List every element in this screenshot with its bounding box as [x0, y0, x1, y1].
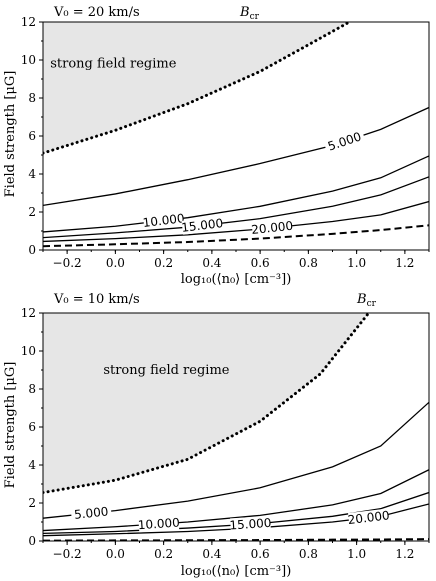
y-tick-label: 8 [28, 382, 36, 396]
y-tick-label: 2 [28, 496, 36, 510]
x-tick-label: 0.0 [106, 547, 125, 561]
contour-label-bg [230, 515, 271, 533]
x-tick-label: 1.2 [395, 547, 414, 561]
x-tick-label: 1.0 [347, 256, 366, 270]
contour-label: 10.000 [137, 516, 180, 533]
contour-label-bg [181, 216, 223, 235]
panel-top: V₀ = 20 km/s Bcr Field strength [μG] log… [3, 5, 430, 287]
y-tick-label: 8 [28, 91, 36, 105]
x-tick-label: 0.6 [251, 547, 270, 561]
y-tick-label: 12 [21, 306, 36, 320]
critical-field-curve [43, 22, 351, 155]
contour-line-3 [43, 176, 429, 239]
x-tick-label: −0.2 [53, 256, 82, 270]
x-tick-label: 1.2 [395, 256, 414, 270]
contour-line-1 [43, 401, 429, 519]
y-tick-label: 10 [21, 53, 36, 67]
panel-bottom: V₀ = 10 km/s Bcr Field strength [μG] log… [3, 292, 430, 579]
contour-line-2 [43, 155, 429, 233]
contour-label: 20.000 [251, 219, 294, 237]
x-tick-label: 0.8 [299, 256, 318, 270]
plot-area: 5.000 10.000 15.000 20.000 [43, 313, 429, 541]
contour-label-bg [348, 508, 390, 528]
y-axis-label: Field strength [μG] [3, 362, 18, 489]
contour-label-bg [142, 211, 185, 230]
contour-label: 10.000 [142, 211, 185, 230]
y-tick-label: 10 [21, 344, 36, 358]
contour-label-bg [138, 515, 180, 533]
x-tick-label: 0.2 [154, 256, 173, 270]
panel-title: V₀ = 10 km/s [53, 292, 140, 307]
y-tick-label: 0 [28, 534, 36, 548]
contour-label: 15.000 [181, 216, 224, 235]
contour-label: 5.000 [73, 504, 109, 522]
y-tick-label: 4 [28, 167, 36, 181]
contour-line-2 [43, 469, 429, 532]
x-tick-label: 0.4 [202, 256, 221, 270]
contour-label: 15.000 [229, 516, 272, 533]
x-axis-label: log₁₀(⟨n₀⟩ [cm⁻³]) [181, 564, 292, 579]
x-tick-label: 0.4 [202, 547, 221, 561]
x-tick-label: 0.6 [251, 256, 270, 270]
panel-title: V₀ = 20 km/s [53, 5, 140, 20]
contour-label: 20.000 [347, 508, 390, 527]
y-axis-label: Field strength [μG] [3, 71, 18, 198]
critical-field-label: Bcr [239, 5, 260, 22]
y-tick-label: 2 [28, 205, 36, 219]
dashed-curve [43, 224, 429, 248]
y-tick-label: 12 [21, 15, 36, 29]
y-tick-label: 4 [28, 458, 36, 472]
x-tick-label: 0.8 [299, 547, 318, 561]
region-label: strong field regime [50, 57, 176, 72]
x-tick-label: −0.2 [53, 547, 82, 561]
dashed-curve [43, 538, 429, 541]
strong-field-region [43, 313, 369, 493]
contour-label-bg [70, 504, 112, 523]
contour-label-bg [323, 128, 366, 155]
y-tick-label: 0 [28, 243, 36, 257]
contour-label-bg [251, 218, 293, 237]
x-axis-label: log₁₀(⟨n₀⟩ [cm⁻³]) [181, 272, 292, 287]
x-tick-label: 0.0 [106, 256, 125, 270]
x-tick-label: 1.0 [347, 547, 366, 561]
y-tick-label: 6 [28, 129, 36, 143]
strong-field-region [43, 22, 350, 154]
contour-line-1 [43, 106, 429, 206]
critical-field-curve [43, 313, 371, 495]
region-label: strong field regime [103, 363, 229, 378]
x-tick-label: 0.2 [154, 547, 173, 561]
contour-label: 5.000 [326, 129, 363, 153]
critical-field-label: Bcr [356, 292, 377, 309]
y-tick-label: 6 [28, 420, 36, 434]
